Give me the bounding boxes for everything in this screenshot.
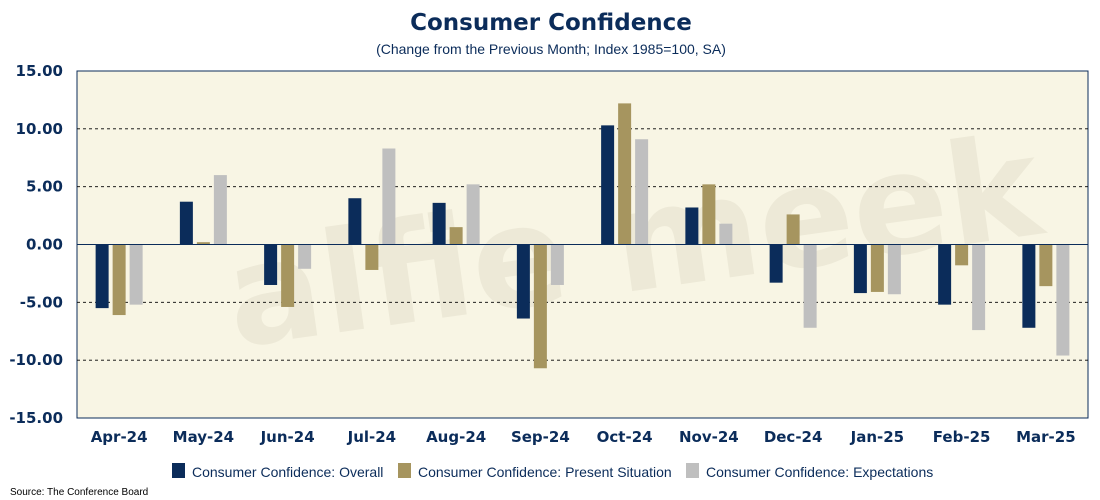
bar (281, 244, 295, 307)
y-tick-label: -10.00 (9, 351, 63, 369)
legend-label: Consumer Confidence: Expectations (706, 464, 933, 480)
y-axis-ticks: 15.00 10.00 5.00 0.00 -5.00 -10.00 -15.00 (9, 62, 63, 427)
bar (348, 198, 362, 245)
x-tick-label: Sep-24 (511, 428, 570, 446)
bar (685, 207, 699, 245)
x-tick-label: Jan-25 (850, 428, 904, 446)
x-tick-label: Oct-24 (597, 428, 653, 446)
x-tick-label: Jun-24 (260, 428, 315, 446)
x-tick-label: Jul-24 (347, 428, 397, 446)
x-tick-label: Dec-24 (764, 428, 823, 446)
y-tick-label: -15.00 (9, 409, 63, 427)
bar (213, 175, 227, 245)
x-tick-label: Mar-25 (1016, 428, 1076, 446)
legend-label: Consumer Confidence: Present Situation (418, 464, 672, 480)
bar (550, 244, 564, 285)
y-tick-label: -5.00 (20, 293, 63, 311)
y-tick-label: 5.00 (26, 178, 63, 196)
bar (1022, 244, 1036, 328)
bar (196, 242, 210, 245)
x-axis-ticks: Apr-24 May-24 Jun-24 Jul-24 Aug-24 Sep-24 Oct-… (91, 428, 1076, 446)
x-tick-label: Aug-24 (426, 428, 486, 446)
x-tick-label: May-24 (173, 428, 234, 446)
chart-subtitle: (Change from the Previous Month; Index 1… (376, 41, 726, 57)
bar (382, 148, 396, 245)
y-tick-label: 0.00 (26, 236, 63, 254)
bar (533, 244, 547, 369)
legend-label: Consumer Confidence: Overall (192, 464, 383, 480)
bar (635, 139, 649, 245)
bar (786, 214, 800, 245)
bar (129, 244, 143, 305)
x-tick-label: Feb-25 (933, 428, 991, 446)
bar (298, 244, 312, 269)
bars (95, 103, 1070, 369)
bar (432, 202, 446, 245)
x-tick-label: Apr-24 (91, 428, 148, 446)
legend-swatch (686, 463, 699, 478)
bar (365, 244, 379, 270)
bar (853, 244, 867, 294)
bar (1039, 244, 1053, 287)
bar (601, 125, 615, 245)
gridlines (77, 128, 1088, 361)
bar (618, 103, 632, 245)
y-tick-label: 10.00 (16, 120, 63, 138)
x-tick-label: Nov-24 (679, 428, 739, 446)
legend-swatch (398, 463, 411, 478)
bar (702, 184, 716, 245)
bar (972, 244, 986, 331)
y-tick-label: 15.00 (16, 62, 63, 80)
bar (803, 244, 817, 328)
chart-title: Consumer Confidence (410, 10, 692, 36)
bar (95, 244, 109, 309)
bar (955, 244, 969, 266)
legend-swatch (172, 463, 185, 478)
bar (887, 244, 901, 295)
bar (870, 244, 884, 292)
bar (1056, 244, 1070, 356)
bar (466, 184, 480, 245)
source-note: Source: The Conference Board (10, 487, 148, 498)
bar (938, 244, 952, 305)
legend: Consumer Confidence: Overall Consumer Con… (172, 463, 933, 480)
bar (449, 227, 463, 245)
bar (719, 223, 733, 245)
bar (769, 244, 783, 283)
bar (516, 244, 530, 319)
bar (112, 244, 126, 316)
bar (264, 244, 278, 285)
bar (179, 201, 193, 245)
